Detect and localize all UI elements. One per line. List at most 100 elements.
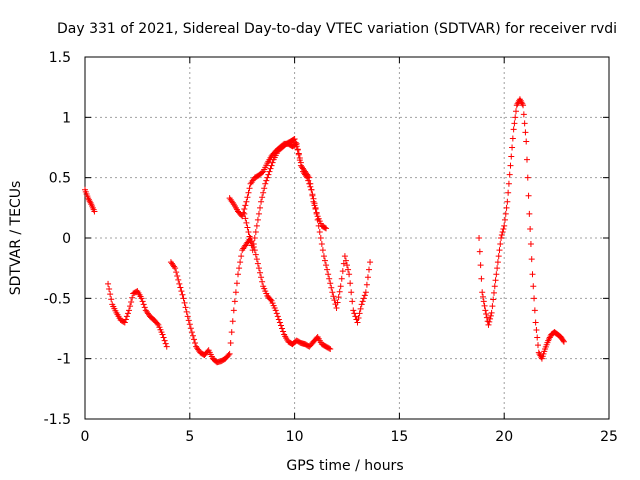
data-point — [498, 231, 505, 238]
data-point — [350, 307, 357, 314]
data-point — [273, 310, 280, 317]
data-point — [362, 289, 369, 296]
data-point — [159, 331, 166, 338]
data-point — [255, 210, 262, 217]
data-point — [263, 177, 270, 184]
data-point — [269, 159, 276, 166]
grid-layer — [85, 57, 609, 419]
x-tick-label: 10 — [286, 429, 304, 445]
data-point — [310, 195, 317, 202]
data-point — [293, 143, 300, 150]
data-point — [531, 295, 538, 302]
data-point — [509, 144, 516, 151]
data-point — [305, 177, 312, 184]
data-point — [483, 314, 490, 321]
series-seg-a — [82, 186, 98, 215]
data-point — [478, 275, 485, 282]
data-point — [476, 248, 483, 255]
data-point — [491, 283, 498, 290]
data-point — [176, 280, 183, 287]
x-axis-label: GPS time / hours — [286, 458, 403, 474]
data-point — [318, 241, 325, 248]
data-point — [520, 102, 527, 109]
data-point — [294, 146, 301, 153]
data-point — [312, 204, 319, 211]
data-point — [237, 259, 244, 266]
data-point — [479, 289, 486, 296]
data-point — [335, 294, 342, 301]
data-point — [240, 209, 247, 216]
data-point — [355, 314, 362, 321]
data-point — [485, 321, 492, 328]
data-point — [280, 328, 287, 335]
data-point — [511, 120, 518, 127]
y-tick-label: 1.5 — [49, 50, 71, 66]
data-point — [521, 120, 528, 127]
data-point — [246, 233, 253, 240]
series-seg-c — [167, 235, 334, 366]
data-point — [349, 298, 356, 305]
data-point — [480, 298, 487, 305]
data-point — [173, 269, 180, 276]
data-point — [107, 291, 114, 298]
data-point — [154, 320, 161, 327]
data-point — [363, 281, 370, 288]
data-point — [106, 285, 113, 292]
data-point — [261, 185, 268, 192]
data-point — [344, 262, 350, 269]
data-point — [488, 309, 495, 316]
data-point — [351, 310, 358, 317]
data-point — [338, 275, 345, 282]
data-point — [323, 225, 330, 232]
data-point — [531, 307, 538, 314]
data-point — [267, 165, 274, 172]
data-point — [501, 222, 508, 229]
y-tick-label: -1.5 — [44, 412, 71, 428]
data-point — [246, 185, 253, 192]
data-point — [501, 216, 508, 223]
data-point — [311, 200, 318, 207]
data-point — [242, 215, 249, 222]
data-point — [296, 155, 303, 162]
x-tick-label: 15 — [390, 429, 408, 445]
data-point — [260, 189, 267, 196]
data-point — [178, 288, 185, 295]
data-point — [128, 298, 135, 305]
series-seg-b — [105, 280, 170, 350]
data-point — [243, 198, 250, 205]
data-point — [180, 295, 187, 302]
data-point — [231, 298, 238, 305]
data-point — [340, 260, 347, 267]
data-point — [226, 350, 233, 357]
data-point — [354, 319, 361, 326]
data-point — [242, 202, 249, 209]
data-point — [524, 174, 531, 181]
data-point — [291, 136, 298, 143]
data-point — [505, 189, 512, 196]
data-point — [244, 194, 251, 201]
data-point — [490, 289, 497, 296]
data-point — [274, 313, 281, 320]
data-point — [187, 325, 194, 332]
tick-layer: 0 5 10 15 20 25 -1.5 -1 -0.5 0 0.5 1 1.5 — [44, 50, 618, 445]
data-point — [560, 337, 567, 344]
data-point — [339, 268, 346, 275]
data-point — [161, 337, 168, 344]
data-point — [533, 327, 540, 334]
data-point — [494, 259, 501, 266]
data-point — [267, 296, 274, 303]
data-point — [359, 298, 366, 305]
data-point — [230, 307, 237, 314]
data-point — [304, 174, 311, 181]
data-point — [527, 225, 534, 232]
data-point — [329, 289, 336, 296]
data-point — [527, 241, 534, 248]
data-point — [129, 294, 136, 301]
data-point — [320, 253, 327, 260]
data-point — [307, 183, 314, 190]
data-point — [477, 262, 484, 269]
data-point — [489, 303, 496, 310]
data-point — [175, 276, 182, 283]
data-point — [241, 210, 248, 217]
data-point — [493, 271, 500, 278]
